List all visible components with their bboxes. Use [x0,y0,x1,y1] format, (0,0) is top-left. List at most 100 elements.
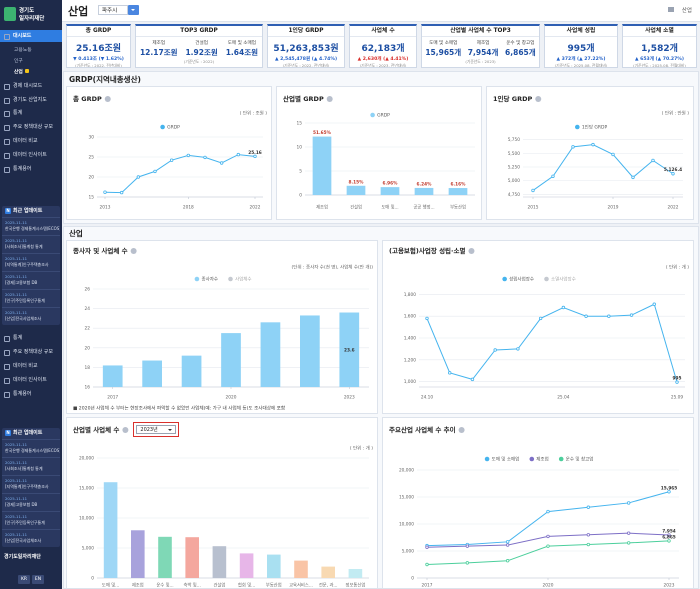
kpi-card: 총 GRDP 25.16조원 ▼ 0.413조 (▼ 1.62%) (기준년도 : 2… [66,24,131,68]
bar [312,136,332,195]
region-select[interactable]: 파주시 [98,5,128,15]
kpi-base: (기준년도 : 2023) [465,59,496,64]
update-item[interactable]: 2025-11-11 [경제]고용보험 DB [2,493,60,511]
line-point [236,152,241,157]
chart: 총 GRDP ( 단위 : 조원 ) GRDP 15 20 25 30 2013 2018 202… [73,94,268,211]
update-item[interactable]: 2025-11-11 한국은행 경제통계시스템(ECOS) [2,439,60,457]
y-tick-label: 0 [91,576,94,582]
x-tick-label: 2019 [608,205,619,211]
menu-label: 통계용어 [13,391,32,397]
help-icon [104,96,111,102]
x-tick-label: 2022 [250,205,261,211]
update-item[interactable]: 2025-11-11 한국은행 경제통계시스템(ECOS) [2,217,60,235]
menu-item[interactable]: 데이터 인사이트 [0,374,62,386]
update-date: 2025-11-11 [5,310,28,315]
kpi-title: 산업별 사업체 수 TOP3 [422,26,539,37]
update-item[interactable]: 2025-11-11 [지역통계]인구주택총조사 [2,475,60,493]
bar [142,360,162,387]
submenu-item[interactable]: 고용노동 [14,48,32,53]
bar [346,185,366,195]
menu-icon [4,167,10,173]
update-date: 2025-11-11 [5,442,28,447]
line-point [626,531,631,535]
kpi-top3: 도매 및 소매업 15,965개 제조업 7,954개 운수 및 창고업 6,865개 [422,40,539,58]
unit-label: ( 단위 : 조원 ) [240,110,268,117]
line-point [465,561,470,565]
update-item[interactable]: 2025-11-11 [사회조사]통계청 통계 [2,235,60,253]
kpi-top3-name: 도매 및 소매업 [429,41,458,46]
menu-item[interactable]: 통계용어 [0,388,62,400]
update-text: [경제]고용보험 DB [5,280,38,285]
menu-label: 데이터 인사이트 [13,377,47,383]
bar [185,537,199,578]
section-title: 산업 [69,229,83,238]
y-tick-label: 5,250 [508,165,521,171]
region-button[interactable] [128,5,139,15]
y-tick-label: 15,000 [399,495,414,501]
bar [260,322,281,387]
y-tick-label: 0 [299,193,302,199]
line-point [546,534,550,539]
menu-item[interactable]: 경기도 산업지도 [0,94,62,106]
line-point [425,316,429,321]
kpi-top3-value: 12.17조원 [139,48,178,57]
update-item[interactable]: 2025-11-11 [경제]고용보험 DB [2,271,60,289]
line-point [631,175,635,180]
menu-label: 주요 정책대상 규모 [13,124,53,130]
kpi-top3-name: 운수 및 창고업 [506,41,535,46]
logo[interactable]: 경기도 일자리재단 [4,4,58,26]
bar [131,530,145,578]
home-icon[interactable] [668,7,674,12]
language-button[interactable]: KR [18,575,30,584]
menu-item[interactable]: 주요 정책대상 규모 [0,346,62,358]
update-item[interactable]: 2025-11-11 [사회조사]통계청 통계 [2,457,60,475]
submenu-item[interactable]: 산업 [14,68,29,75]
line-point [586,542,591,547]
menu-item[interactable]: 경제 대시보드 [0,80,62,92]
update-item[interactable]: 2025-11-11 [산업]전국사업체조사 [2,529,60,547]
page-title: 산업 [68,5,89,18]
menu-label: 경기도 산업지도 [13,97,47,103]
menu-item[interactable]: 통계 [0,332,62,344]
kpi-change: ▼ 0.413조 (▼ 1.62%) [73,57,124,62]
bar [448,188,468,195]
chart-panel: 산업별 GRDP GRDP 0 5 10 15 제조업 건설업 도매 및... 공공 행정... 부… [276,86,482,220]
x-tick-label: 건설업 [350,204,362,211]
menu-item[interactable]: 데이터 인사이트 [0,149,62,161]
x-tick-label: 건설업 [213,582,225,589]
line-point [136,175,141,179]
legend-marker [502,276,507,282]
menu-item[interactable]: 통계용어 [0,163,62,175]
update-item[interactable]: 2025-11-11 [산업]전국사업체조사 [2,307,60,325]
menu-item[interactable]: 통계 [0,107,62,119]
language-button[interactable]: EN [32,575,44,584]
x-tick-label: 부동산업 [266,582,282,589]
y-tick-label: 20,000 [79,456,94,462]
update-item[interactable]: 2025-11-11 [지역통계]인구주택총조사 [2,253,60,271]
update-text: [사회조사]통계청 통계 [5,244,43,249]
line [532,144,674,191]
chart-title: 산업별 사업체 수 [73,425,119,434]
update-item[interactable]: 2025-11-11 [인구]주민등록인구통계 [2,289,60,307]
kpi-top3-item: 도매 및 소매업 15,965개 [425,40,461,58]
legend: 성립사업장수 소멸사업장수 [502,276,576,283]
chart-title: 1인당 GRDP [493,94,532,103]
kpi-value: 25.16조원 [75,44,122,54]
update-item[interactable]: 2025-11-11 [인구]주민등록인구통계 [2,511,60,529]
update-text: 한국은행 경제통계시스템(ECOS) [5,226,60,231]
update-header: N 최근 업데이트 [2,428,60,439]
x-tick-label: 2023 [664,583,675,589]
update-text: [사회조사]통계청 통계 [5,466,43,471]
menu-item[interactable]: 주요 정책대상 규모 [0,121,62,133]
breadcrumb: 산업 [681,8,692,14]
submenu-item[interactable]: 인구 [14,59,23,64]
menu-item[interactable]: 데이터 비교 [0,135,62,147]
menu-item[interactable]: 데이터 비교 [0,360,62,372]
menu-item[interactable]: 대시보드 [0,30,62,42]
year-select[interactable]: 2023년 [136,425,177,434]
menu-label: 데이터 비교 [13,363,38,369]
update-text: [지역통계]인구주택총조사 [5,484,49,489]
line-point [219,161,224,165]
bar [348,569,363,578]
